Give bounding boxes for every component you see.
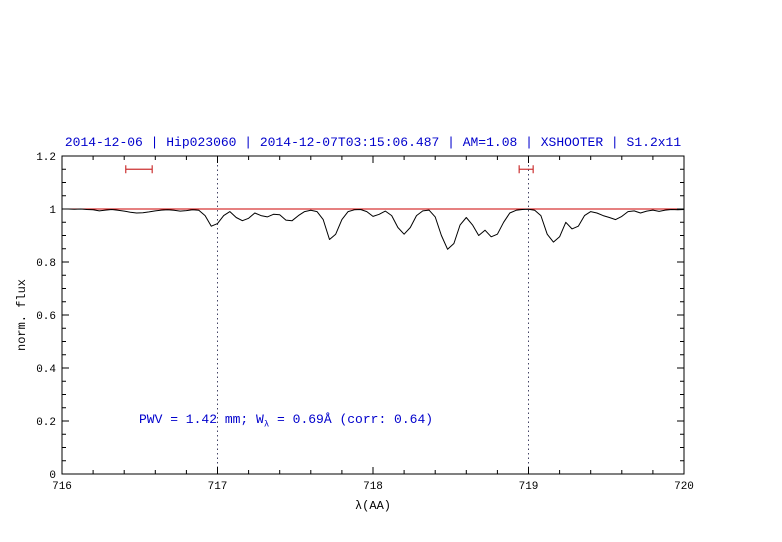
y-tick-labels: 0 0.2 0.4 0.6 0.8 1 1.2: [36, 152, 56, 482]
x-axis-label: λ(AA): [354, 499, 391, 513]
y-tick-label: 1.2: [36, 152, 56, 164]
x-tick-label: 716: [52, 481, 72, 493]
x-tick-label: 717: [208, 481, 228, 493]
ew-markers: [125, 165, 534, 174]
y-tick-label: 0.6: [36, 311, 56, 323]
annotation-pwv: PWV = 1.42 mm; Wλ = 0.69Å (corr: 0.64): [139, 412, 433, 430]
y-tick-label: 0: [49, 470, 56, 482]
y-tick-label: 1: [49, 205, 56, 217]
y-tick-label: 0.8: [36, 258, 56, 270]
y-tick-label: 0.4: [36, 364, 56, 376]
plot-title: 2014-12-06 | Hip023060 | 2014-12-07T03:1…: [64, 135, 682, 150]
annotation-suffix: = 0.69Å (corr: 0.64): [269, 412, 434, 427]
axis-ticks: [61, 155, 685, 475]
annotation-prefix: PWV = 1.42 mm; W: [139, 412, 264, 427]
x-tick-label: 720: [674, 481, 694, 493]
x-tick-label: 718: [363, 481, 383, 493]
x-tick-label: 719: [519, 481, 539, 493]
x-tick-labels: 716 717 718 719 720: [52, 481, 694, 493]
annotation-lambda-subscript: λ: [263, 419, 270, 430]
y-axis-label: norm. flux: [15, 278, 29, 352]
spectrum-line: [62, 208, 685, 250]
integration-region-lines: [217, 156, 529, 474]
y-tick-label: 0.2: [36, 417, 56, 429]
